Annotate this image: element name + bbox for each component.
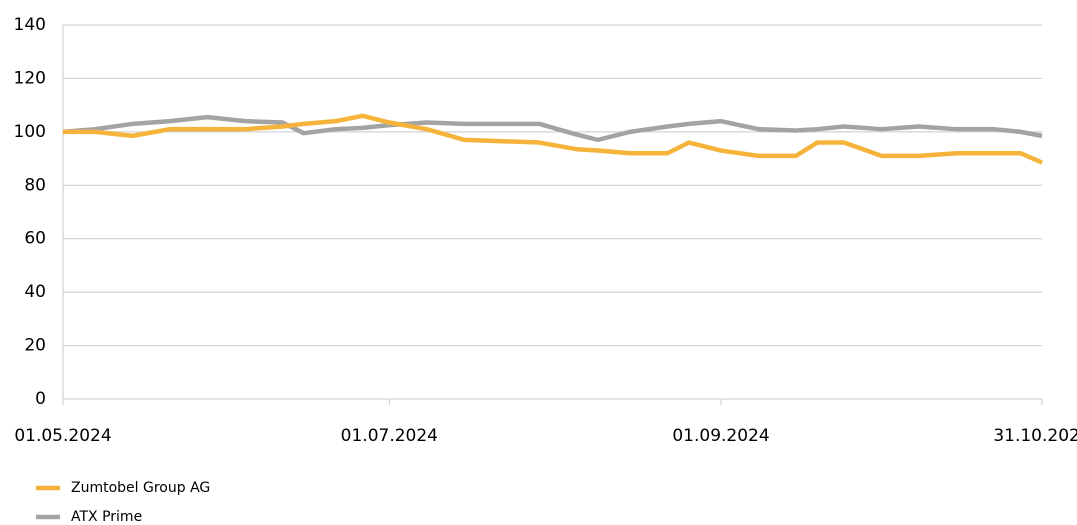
y-tick-label: 20: [24, 336, 46, 356]
x-tick-label: 01.05.2024: [14, 426, 111, 446]
line-series: [62, 114, 1043, 143]
legend-label: Zumtobel Group AG: [71, 480, 210, 496]
y-tick-label: 80: [24, 175, 46, 195]
y-tick-label: 0: [35, 389, 46, 409]
x-tick-label: 01.07.2024: [341, 426, 438, 446]
x-tick-label: 01.09.2024: [672, 426, 769, 446]
y-tick-label: 120: [14, 68, 46, 88]
y-tick-label: 60: [24, 229, 46, 249]
y-tick-label: 100: [14, 122, 46, 142]
y-tick-label: 40: [24, 282, 46, 302]
x-tick-label: 31.10.2024: [993, 426, 1077, 446]
y-tick-label: 140: [14, 15, 46, 35]
legend-label: ATX Prime: [71, 509, 142, 525]
line-series: [63, 113, 1043, 165]
